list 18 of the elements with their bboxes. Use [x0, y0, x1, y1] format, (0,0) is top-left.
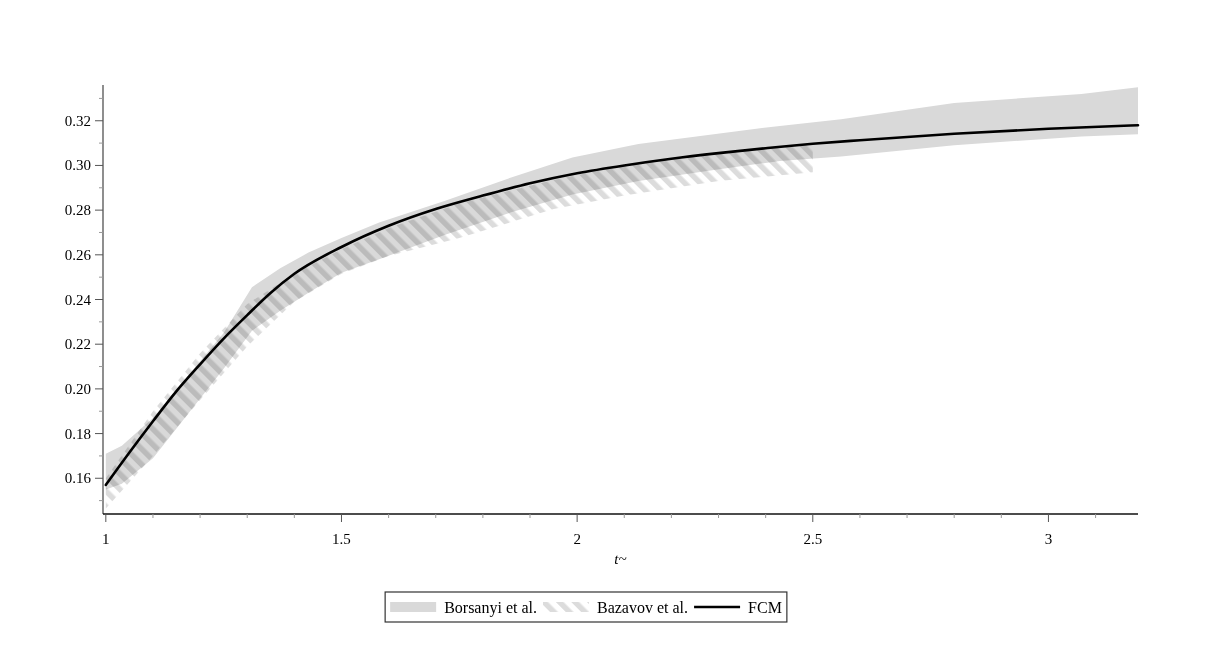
y-tick-label: 0.24	[64, 291, 92, 308]
y-tick-label: 0.18	[64, 425, 91, 442]
x-tick-label: 1.5	[332, 531, 351, 547]
legend-label: FCM	[748, 598, 782, 616]
x-tick-label: 1	[102, 531, 110, 547]
x-tick-label: 2.5	[803, 531, 823, 547]
y-tick-label: 0.28	[64, 202, 91, 219]
x-tick-label: 2	[573, 531, 581, 547]
y-tick-label: 0.32	[64, 112, 91, 129]
y-tick-label: 0.22	[64, 336, 91, 353]
x-tick-label: 3	[1044, 531, 1053, 547]
legend-label: Borsanyi et al.	[444, 598, 538, 617]
y-tick-label: 0.20	[64, 380, 91, 397]
legend-label: Bazavov et al.	[597, 598, 689, 616]
y-tick-label: 0.30	[64, 157, 91, 174]
y-tick-label: 0.16	[64, 470, 92, 487]
x-axis-title: t~	[614, 551, 627, 567]
y-tick-label: 0.26	[64, 246, 92, 263]
